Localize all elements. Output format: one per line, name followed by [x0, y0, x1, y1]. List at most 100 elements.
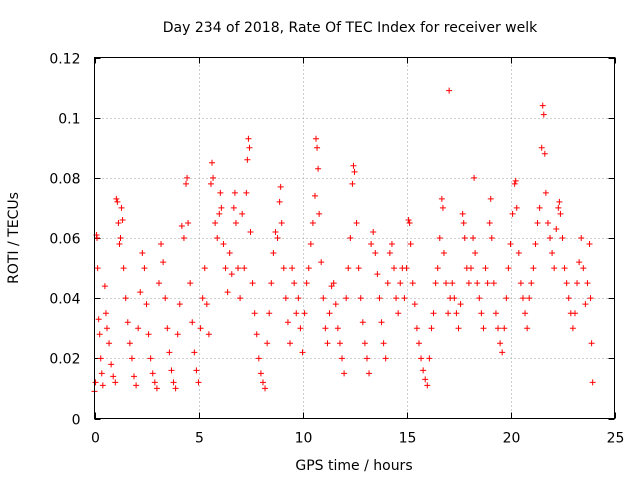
data-point — [440, 250, 447, 257]
data-point — [98, 370, 105, 377]
data-point — [97, 355, 104, 362]
data-point — [287, 340, 294, 347]
data-point — [424, 382, 431, 389]
data-point — [509, 210, 516, 217]
data-point — [243, 189, 250, 196]
y-tick-label: 0.12 — [49, 52, 80, 68]
data-point — [350, 162, 357, 169]
data-point — [380, 340, 387, 347]
data-point — [482, 265, 489, 272]
data-point — [191, 349, 198, 356]
data-point — [526, 295, 533, 302]
data-point — [195, 379, 202, 386]
x-tick-label: 15 — [399, 431, 417, 447]
data-point — [418, 355, 425, 362]
data-point — [511, 180, 518, 187]
data-point — [378, 319, 385, 326]
data-point — [522, 310, 529, 317]
data-point — [299, 349, 306, 356]
data-point — [561, 265, 568, 272]
data-point — [361, 340, 368, 347]
data-point — [295, 295, 302, 302]
data-point — [488, 235, 495, 241]
data-point — [119, 216, 126, 223]
data-point — [542, 189, 549, 196]
data-point — [293, 310, 300, 317]
data-point — [426, 355, 433, 362]
data-point — [355, 265, 362, 272]
data-point — [467, 265, 474, 272]
data-point — [115, 219, 122, 226]
data-point — [372, 250, 379, 257]
data-point — [272, 228, 279, 235]
data-point — [374, 271, 381, 278]
data-point — [345, 265, 352, 272]
data-point — [168, 367, 175, 374]
data-point — [499, 349, 506, 356]
data-point — [246, 144, 253, 151]
data-point — [203, 301, 210, 308]
data-point — [363, 355, 370, 362]
data-point — [538, 144, 545, 151]
data-point — [108, 361, 115, 368]
y-tick-label: 0 — [72, 413, 81, 429]
data-point — [174, 331, 181, 338]
data-point — [384, 280, 391, 287]
data-point — [176, 301, 183, 308]
data-point — [432, 280, 439, 287]
data-point — [406, 219, 413, 226]
data-point — [120, 265, 127, 272]
data-point — [155, 280, 162, 287]
data-point — [189, 319, 196, 326]
data-point — [313, 135, 320, 142]
data-point — [128, 355, 135, 362]
data-point — [453, 310, 460, 317]
y-tick-label: 0.06 — [49, 232, 80, 248]
data-point — [422, 376, 429, 383]
data-point — [241, 265, 248, 272]
data-point — [133, 382, 140, 389]
data-point — [237, 295, 244, 302]
data-point — [96, 331, 103, 338]
data-point — [309, 219, 316, 226]
data-point — [187, 280, 194, 287]
data-point — [297, 325, 304, 332]
data-point — [490, 280, 497, 287]
plot-frame — [94, 57, 615, 419]
data-point — [459, 210, 466, 217]
data-point — [99, 382, 106, 389]
data-point — [141, 265, 148, 272]
data-point — [278, 219, 285, 226]
data-point — [330, 280, 337, 287]
data-point — [245, 135, 252, 142]
data-point — [170, 379, 177, 386]
data-point — [143, 301, 150, 308]
data-point — [457, 301, 464, 308]
data-point — [289, 265, 296, 272]
data-point — [409, 280, 416, 287]
y-tick-label: 0.02 — [49, 352, 80, 368]
data-point — [137, 289, 144, 296]
data-point — [587, 295, 594, 302]
data-point — [158, 241, 165, 248]
data-point — [555, 204, 562, 211]
data-point — [101, 283, 108, 290]
data-point — [280, 265, 287, 272]
data-point — [166, 349, 173, 356]
data-point — [314, 144, 321, 151]
data-point — [216, 210, 223, 217]
data-point — [320, 295, 327, 302]
data-point — [239, 210, 246, 217]
data-point — [353, 219, 360, 226]
data-point — [139, 250, 146, 257]
data-point — [557, 210, 564, 217]
data-point — [232, 219, 239, 226]
data-point — [180, 235, 187, 241]
data-point — [559, 235, 566, 241]
data-points — [91, 87, 596, 395]
data-point — [513, 204, 520, 211]
data-point — [332, 301, 339, 308]
data-point — [324, 340, 331, 347]
data-point — [231, 189, 238, 196]
